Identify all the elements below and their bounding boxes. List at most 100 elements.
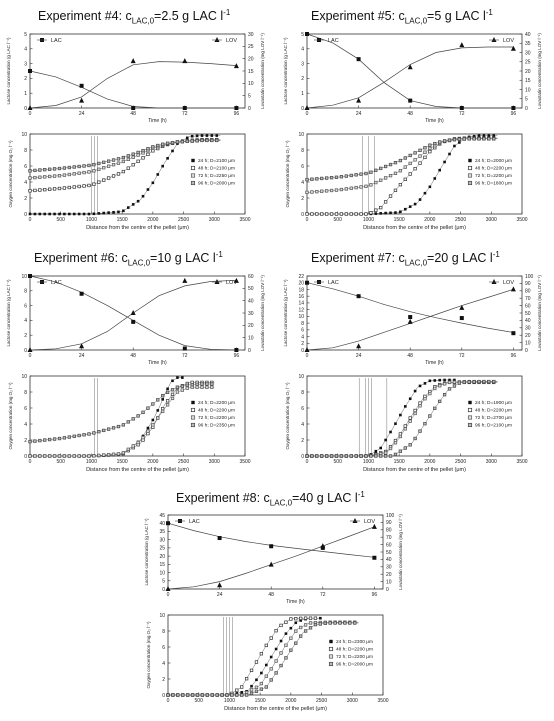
time-course-chart: 0 24 48 72 960246810121416182022010203040506… xyxy=(283,274,542,366)
data-point xyxy=(215,134,219,137)
data-point xyxy=(442,392,447,397)
data-point xyxy=(438,399,442,404)
data-point xyxy=(161,142,165,146)
title-subscript: LAC,0 xyxy=(269,498,293,508)
y-tick-label: 0 xyxy=(301,348,304,354)
data-point xyxy=(111,426,116,430)
data-point xyxy=(79,97,85,103)
data-point xyxy=(117,210,120,214)
y-tick-label: 5 xyxy=(301,32,304,38)
data-point xyxy=(185,136,189,140)
experiment-title: Experiment #8: cLAC,0=40 g LAC l-1 xyxy=(176,490,365,508)
title-prefix: Experiment #6: c xyxy=(34,251,128,266)
data-point xyxy=(467,137,471,141)
y2-tick-label: 60 xyxy=(525,303,531,309)
data-point xyxy=(269,655,273,659)
y2-tick-label: 100 xyxy=(525,274,534,280)
y2-tick-label: 100 xyxy=(386,513,395,519)
data-point xyxy=(433,406,437,410)
data-point xyxy=(52,187,57,191)
x-tick-label: 500 xyxy=(334,217,343,223)
x-tick-label: 2500 xyxy=(178,217,189,223)
x-tick-label: 48 xyxy=(268,592,274,598)
data-point xyxy=(62,186,67,190)
data-point xyxy=(403,156,407,160)
y-tick-label: 20 xyxy=(298,281,304,287)
data-point xyxy=(408,397,412,401)
y-tick-label: 10 xyxy=(298,314,304,320)
data-point xyxy=(210,382,214,386)
data-point xyxy=(407,64,413,70)
data-point xyxy=(354,173,358,177)
data-point xyxy=(210,693,214,697)
data-point xyxy=(77,454,81,458)
y2-tick-label: 20 xyxy=(248,56,254,62)
data-point xyxy=(97,430,101,434)
data-point xyxy=(190,134,194,138)
y2-tick-label: 60 xyxy=(248,274,254,280)
data-point xyxy=(62,436,67,440)
data-point xyxy=(126,206,130,209)
data-point xyxy=(131,203,135,206)
data-point xyxy=(438,140,442,144)
data-point xyxy=(48,187,52,191)
y-tick-label: 2 xyxy=(301,196,304,202)
data-point xyxy=(482,134,486,137)
data-point xyxy=(240,693,244,697)
data-point xyxy=(459,106,464,110)
y2-tick-label: 30 xyxy=(248,32,254,38)
y-tick-label: 0 xyxy=(301,454,304,460)
title-subscript: LAC,0 xyxy=(404,16,428,26)
lov-fit-line xyxy=(29,61,237,109)
x-tick-label: 3000 xyxy=(486,217,497,223)
y-tick-label: 22 xyxy=(298,274,304,280)
data-point xyxy=(77,184,81,189)
y-tick-label: 8 xyxy=(24,289,27,295)
data-point xyxy=(77,171,81,175)
data-point xyxy=(156,143,160,148)
data-point xyxy=(388,446,393,451)
x-axis-label: Distance from the centre of the pellet (… xyxy=(86,467,189,473)
y-axis-label: Oxygen concentration (mg O₂ l⁻¹) xyxy=(285,140,290,207)
y2-tick-label: 60 xyxy=(386,542,392,548)
data-point xyxy=(447,138,452,142)
data-point xyxy=(121,155,126,160)
data-point xyxy=(398,158,403,163)
data-point xyxy=(472,137,476,141)
data-point xyxy=(200,382,204,386)
data-point xyxy=(388,454,393,458)
legend-lov: LOV xyxy=(364,519,375,525)
data-point xyxy=(510,286,516,292)
y2-tick-label: 30 xyxy=(525,50,531,56)
data-point xyxy=(102,178,106,182)
data-point xyxy=(279,639,283,643)
data-point xyxy=(67,454,71,458)
legend-entry: 96 h; D=2000 μm xyxy=(198,181,235,187)
data-point xyxy=(205,385,209,389)
data-point xyxy=(52,437,57,441)
y-tick-label: 1 xyxy=(301,91,304,97)
data-point xyxy=(308,621,313,625)
data-point xyxy=(38,188,42,192)
title-value: =40 g LAC l xyxy=(292,491,358,506)
data-point xyxy=(82,433,86,437)
legend-entry: 96 h; D=2100 μm xyxy=(475,423,512,429)
legend-entry: 72 h; D=2200 μm xyxy=(475,173,512,179)
experiment-panel-7: Experiment #7: cLAC,0=20 g LAC l-1 0 24 48… xyxy=(277,242,554,482)
data-point xyxy=(339,212,344,216)
y-tick-label: 6 xyxy=(301,406,304,412)
experiment-panel-8: Experiment #8: cLAC,0=40 g LAC l-1 0 24 48… xyxy=(138,484,415,721)
y-tick-label: 10 xyxy=(21,374,27,380)
title-value: =2.5 g LAC l xyxy=(154,9,224,24)
data-point xyxy=(334,175,339,179)
data-point xyxy=(315,177,319,181)
data-point xyxy=(279,623,283,628)
y2-tick-label: 15 xyxy=(525,78,531,84)
y2-tick-label: 50 xyxy=(248,286,254,292)
y-tick-label: 0 xyxy=(24,348,27,354)
data-point xyxy=(447,380,452,384)
data-point xyxy=(156,416,160,420)
data-point xyxy=(126,447,130,451)
legend-entry: 48 h; D=2200 μm xyxy=(475,166,512,172)
data-point xyxy=(141,410,145,414)
